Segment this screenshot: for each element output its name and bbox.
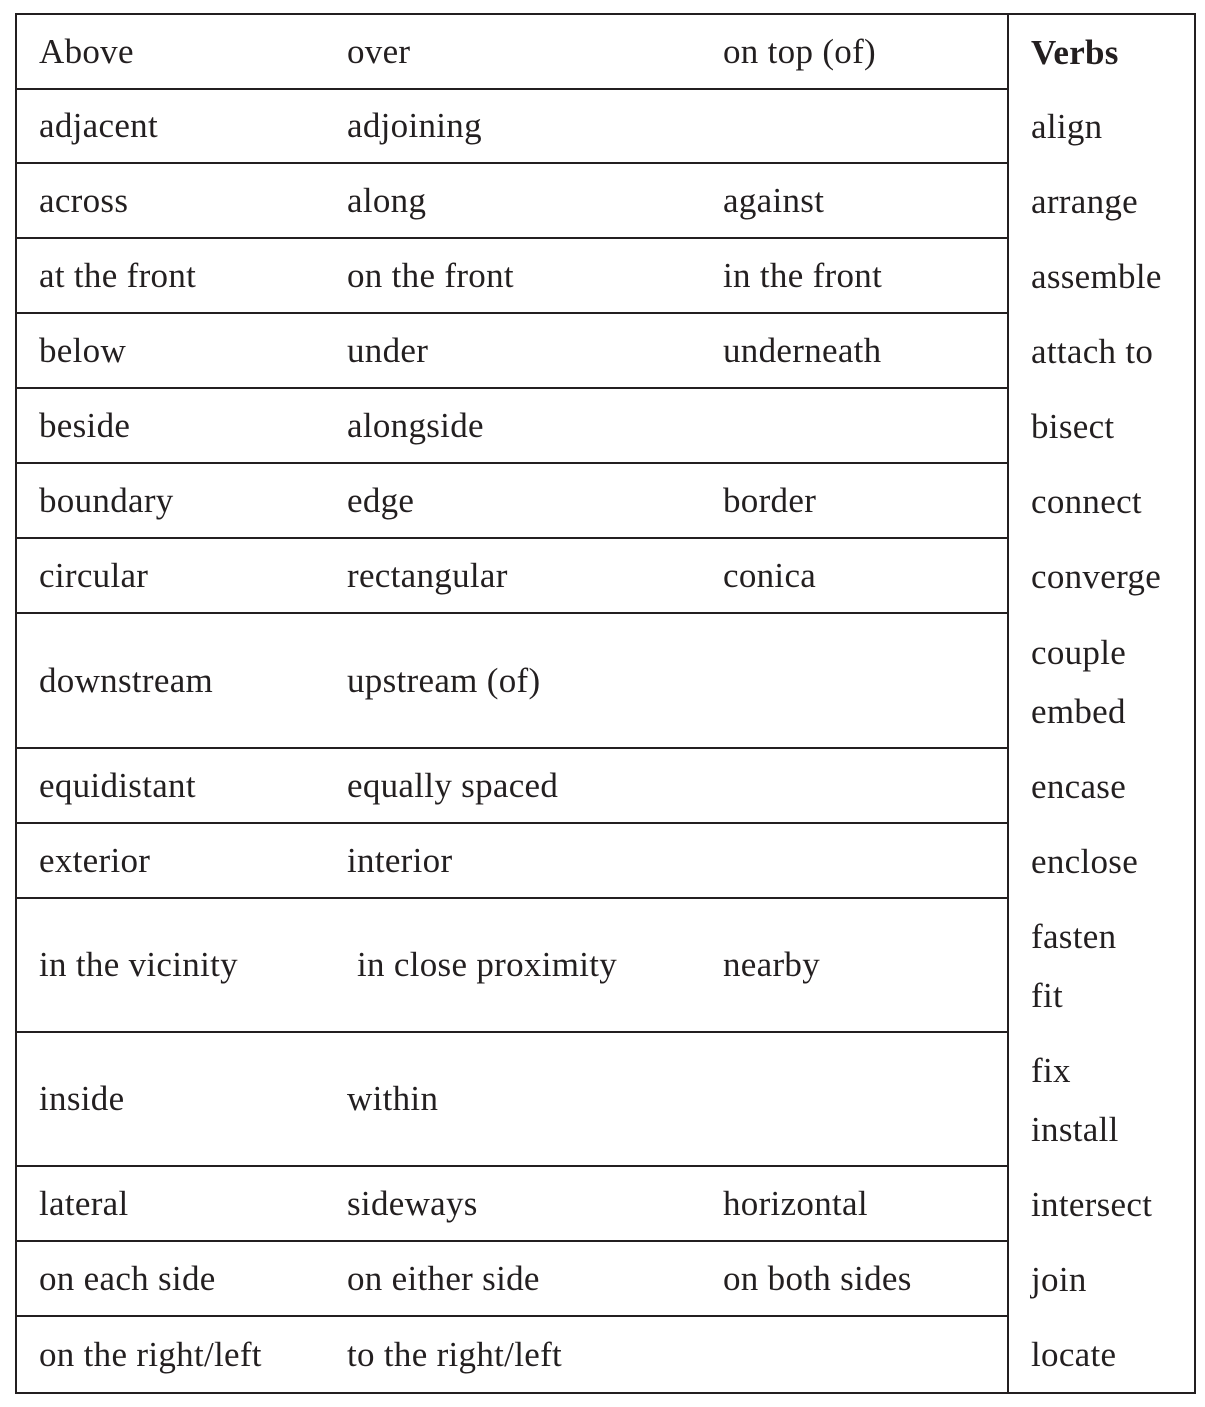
term-cell-col3: underneath (723, 330, 882, 370)
term-cell-col1: below (39, 330, 127, 370)
term-cell-col1: boundary (39, 480, 174, 520)
table-row: on the right/left to the right/left (17, 1317, 1007, 1392)
verb-item: connect (1031, 482, 1142, 521)
table-row: Above over on top (of) (17, 15, 1007, 90)
table-row: lateral sideways horizontal (17, 1167, 1007, 1242)
term-cell-col3: in the front (723, 255, 883, 295)
term-cell-col1: circular (39, 555, 149, 595)
term-cell-col2: under (347, 330, 429, 370)
verb-item: fix (1031, 1051, 1071, 1090)
term-cell-col1: inside (39, 1079, 125, 1118)
term-cell-col2: within (347, 1079, 439, 1118)
verb-item: fasten (1031, 917, 1117, 956)
verb-item: arrange (1031, 182, 1139, 221)
term-cell-col1: at the front (39, 255, 197, 295)
verb-item: intersect (1031, 1185, 1153, 1224)
term-cell-col3: on both sides (723, 1258, 912, 1298)
term-cell-col2: upstream (of) (347, 660, 541, 700)
term-cell-col1: on the right/left (39, 1334, 262, 1374)
term-cell-col1: equidistant (39, 765, 196, 805)
terms-columns: Above over on top (of) adjacent adjoining acr… (17, 15, 1009, 1392)
term-cell-col2: along (347, 180, 427, 220)
term-cell-col1: in the vicinity (39, 945, 238, 984)
verb-item: join (1031, 1260, 1087, 1299)
verb-item: bisect (1031, 407, 1115, 446)
term-cell-col2: rectangular (347, 555, 508, 595)
verb-item: couple (1031, 633, 1127, 672)
table-row: equidistant equally spaced (17, 749, 1007, 824)
term-cell-col1: Above (39, 31, 134, 71)
verb-item: locate (1031, 1335, 1117, 1374)
verb-item: fit (1031, 976, 1064, 1015)
term-cell-col3: against (723, 180, 825, 220)
term-cell-col1: across (39, 180, 129, 220)
term-cell-col2: in close proximity (357, 945, 618, 984)
verbs-heading: Verbs (1031, 33, 1119, 72)
verbs-column: Verbs align arrange assemble attach to bisec… (1009, 15, 1196, 1392)
table-row: downstream upstream (of) (17, 614, 1007, 749)
table-row: at the front on the front in the front (17, 239, 1007, 314)
table-row: below under underneath (17, 314, 1007, 389)
table-row: adjacent adjoining (17, 89, 1007, 164)
term-cell-col2: interior (347, 840, 453, 880)
term-cell-col1: lateral (39, 1183, 129, 1223)
term-cell-col3: nearby (723, 945, 821, 984)
table-row: circular rectangular conica (17, 539, 1007, 614)
term-cell-col1: exterior (39, 840, 151, 880)
verb-item: enclose (1031, 842, 1139, 881)
term-cell-col2: equally spaced (347, 765, 559, 805)
term-cell-col2: to the right/left (347, 1334, 563, 1374)
term-cell-col2: on either side (347, 1258, 540, 1298)
table-row: exterior interior (17, 824, 1007, 899)
term-cell-col1: on each side (39, 1258, 216, 1298)
term-cell-col3: conica (723, 555, 817, 595)
term-cell-col1: adjacent (39, 105, 158, 145)
verb-item: encase (1031, 767, 1127, 806)
verb-item: assemble (1031, 257, 1162, 296)
table-row: boundary edge border (17, 464, 1007, 539)
vocabulary-table: Above over on top (of) adjacent adjoining acr… (15, 13, 1196, 1394)
term-cell-col2: adjoining (347, 105, 482, 145)
table-row: in the vicinity in close proximity nearby (17, 899, 1007, 1033)
term-cell-col2: on the front (347, 255, 514, 295)
verb-item: install (1031, 1110, 1119, 1149)
verb-item: converge (1031, 557, 1162, 596)
term-cell-col2: edge (347, 480, 415, 520)
table-row: beside alongside (17, 389, 1007, 464)
verb-item: embed (1031, 692, 1126, 731)
verb-item: align (1031, 107, 1103, 146)
table-row: on each side on either side on both sides (17, 1242, 1007, 1317)
term-cell-col1: downstream (39, 660, 214, 700)
term-cell-col3: border (723, 480, 817, 520)
term-cell-col2: alongside (347, 405, 484, 445)
term-cell-col3: horizontal (723, 1183, 868, 1223)
term-cell-col2: sideways (347, 1183, 478, 1223)
term-cell-col1: beside (39, 405, 131, 445)
verb-item: attach to (1031, 332, 1154, 371)
term-cell-col2: over (347, 31, 411, 71)
table-row: inside within (17, 1033, 1007, 1167)
term-cell-col3: on top (of) (723, 31, 876, 71)
table-row: across along against (17, 164, 1007, 239)
